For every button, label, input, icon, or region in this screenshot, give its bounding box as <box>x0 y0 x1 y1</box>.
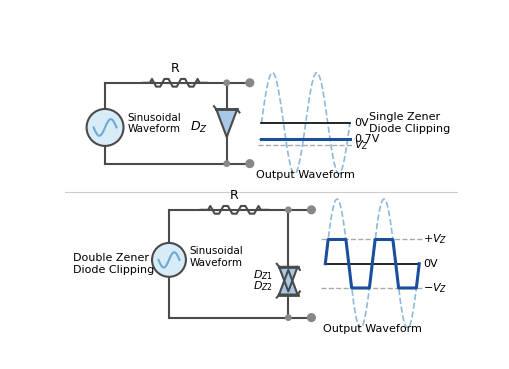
Text: R: R <box>230 189 238 202</box>
Text: $D_{Z2}$: $D_{Z2}$ <box>252 279 272 293</box>
Text: 0V: 0V <box>353 118 367 128</box>
Circle shape <box>245 160 253 168</box>
Text: $-V_Z$: $-V_Z$ <box>422 281 446 295</box>
Text: $D_{Z1}$: $D_{Z1}$ <box>252 268 272 282</box>
Circle shape <box>87 109 123 146</box>
Text: $D_Z$: $D_Z$ <box>189 120 207 135</box>
Polygon shape <box>216 109 237 137</box>
Text: Output Waveform: Output Waveform <box>256 170 354 180</box>
Text: R: R <box>170 62 179 75</box>
Text: $V_Z$: $V_Z$ <box>353 138 368 152</box>
Circle shape <box>223 80 229 86</box>
Text: $+V_Z$: $+V_Z$ <box>422 232 446 246</box>
Circle shape <box>285 207 291 213</box>
Circle shape <box>307 206 315 214</box>
Text: 0V: 0V <box>422 259 437 269</box>
Text: 0.7V: 0.7V <box>353 134 378 144</box>
Text: Output Waveform: Output Waveform <box>322 324 421 334</box>
Circle shape <box>245 79 253 87</box>
Polygon shape <box>278 270 297 294</box>
Circle shape <box>285 315 291 320</box>
Circle shape <box>307 314 315 321</box>
Polygon shape <box>278 267 297 292</box>
Text: Sinusoidal
Waveform: Sinusoidal Waveform <box>127 113 181 134</box>
Text: Sinusoidal
Waveform: Sinusoidal Waveform <box>189 246 243 268</box>
Text: Double Zener
Diode Clipping: Double Zener Diode Clipping <box>73 253 154 275</box>
Circle shape <box>223 161 229 166</box>
Circle shape <box>152 243 186 277</box>
Text: Single Zener
Diode Clipping: Single Zener Diode Clipping <box>369 113 449 134</box>
